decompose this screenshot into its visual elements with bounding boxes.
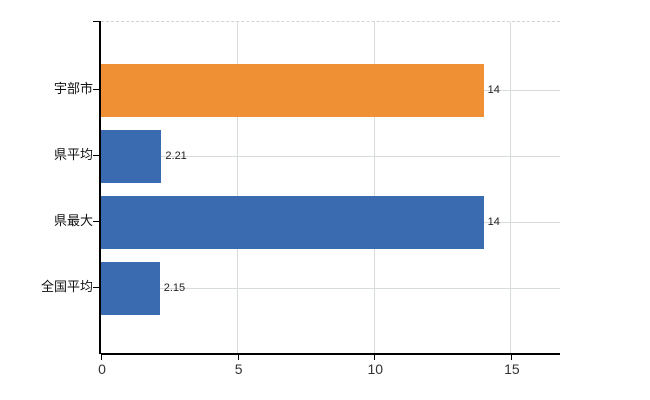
y-axis-line	[99, 21, 101, 354]
category-label: 全国平均	[40, 279, 93, 294]
x-tick-label: 10	[367, 361, 384, 377]
bar-value-label: 14	[487, 216, 500, 228]
bar	[101, 261, 160, 315]
bar	[101, 129, 162, 183]
x-tick-mark	[237, 355, 239, 360]
horizontal-gridline	[101, 155, 560, 157]
bar	[101, 195, 484, 249]
bar	[101, 63, 484, 117]
category-label: 宇部市	[53, 81, 93, 96]
vertical-gridline	[510, 22, 512, 353]
bar-value-label: 2.15	[163, 282, 186, 294]
horizontal-gridline	[101, 287, 560, 289]
plot-area: 14 2.21 14 2.15	[101, 21, 560, 353]
y-tick-mark	[93, 287, 99, 288]
y-tick-mark	[93, 155, 99, 156]
x-tick-label: 0	[98, 361, 106, 377]
vertical-gridline	[237, 22, 239, 353]
category-label: 県平均	[53, 147, 93, 162]
bar-value-label: 14	[487, 84, 500, 96]
x-tick-label: 15	[504, 361, 520, 377]
x-axis-line	[101, 353, 560, 355]
x-tick-label: 5	[234, 361, 243, 377]
vertical-gridline	[373, 22, 375, 353]
y-tick-mark	[93, 221, 99, 222]
x-tick-mark	[510, 355, 512, 360]
y-tick-mark	[93, 89, 99, 90]
category-label: 県最大	[53, 213, 93, 228]
x-tick-mark	[374, 355, 376, 360]
x-tick-mark	[101, 355, 102, 360]
y-axis-top-tick-mark	[93, 21, 99, 22]
bar-value-label: 2.21	[165, 150, 187, 162]
